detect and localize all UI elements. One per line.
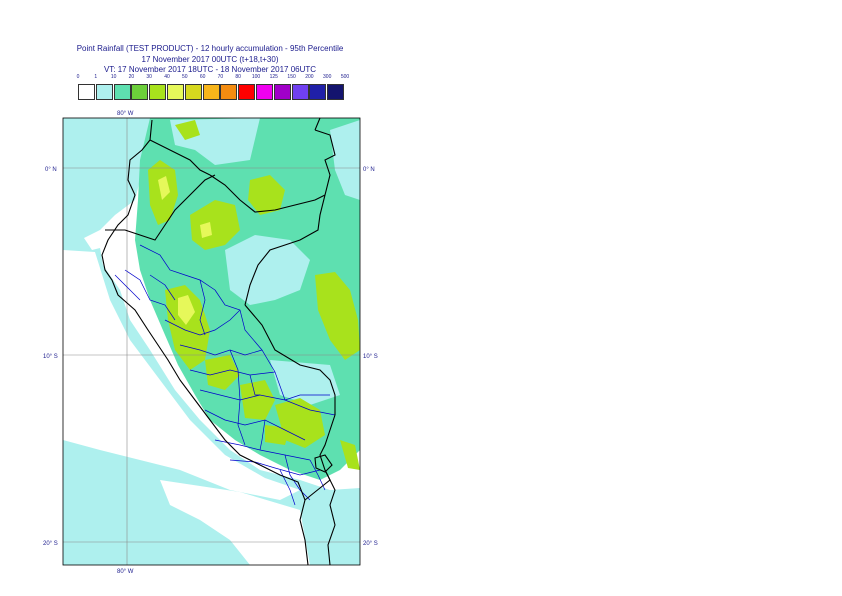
lat-label-right-10s: 10° S (363, 354, 378, 360)
lake-titicaca (314, 454, 333, 473)
legend-threshold-label: 80 (235, 74, 241, 80)
validity-time-label: VT: 17 November 2017 18UTC - 18 November… (103, 65, 317, 74)
heavy-rain-cell-8 (205, 355, 240, 390)
graticule (63, 118, 360, 565)
legend-swatch (291, 84, 309, 100)
legend-threshold-label: 30 (146, 74, 152, 80)
legend-threshold-label: 70 (217, 74, 224, 80)
land-light-area-4 (330, 120, 360, 200)
legend-swatch (256, 84, 273, 100)
legend-swatch (220, 84, 238, 100)
land-light-area-1 (225, 235, 310, 305)
legend-threshold-label: 500 (340, 74, 350, 80)
legend-threshold-label: 60 (199, 74, 206, 80)
border-peru-bolivia (304, 414, 336, 501)
legend-threshold-label: 200 (305, 74, 314, 80)
legend-threshold-label: 300 (323, 74, 332, 80)
lon-label-bottom: 80° W (117, 569, 134, 575)
coastline (101, 119, 309, 566)
legend-swatch (309, 84, 327, 100)
legend-swatch (95, 84, 113, 100)
lon-label-top: 80° W (117, 111, 134, 117)
lat-label-left-0n: 0° N (45, 167, 57, 173)
heavy-rain-cell-4 (165, 285, 210, 370)
land-light-area-2 (270, 360, 340, 405)
legend-threshold-label: 20 (128, 74, 135, 80)
heavy-rain-cell-3 (248, 175, 285, 215)
heavy-rain-cell-11 (265, 425, 290, 445)
legend-threshold-label: 125 (269, 74, 278, 80)
regional-borders (114, 244, 336, 506)
run-time-label: 17 November 2017 00UTC (t+18,t+30) (141, 55, 279, 64)
border-colombia-peru-brazil (209, 174, 326, 213)
heavy-rain-cell-10 (175, 120, 200, 140)
ocean-rain-patch-north (63, 118, 150, 245)
legend-swatch (78, 84, 95, 100)
ocean-dry-area (63, 250, 300, 500)
legend-swatch (238, 84, 256, 100)
legend-swatch (202, 84, 220, 100)
border-colombia-ecuador (149, 139, 211, 176)
border-north (314, 117, 321, 131)
map-frame (62, 117, 361, 566)
heavy-rain-cell-5 (315, 272, 360, 360)
heavy-rain-cell-9 (340, 440, 360, 470)
lat-label-right-20s: 20° S (363, 541, 378, 547)
legend-threshold-label: 40 (164, 74, 170, 80)
very-heavy-core-3 (200, 222, 212, 238)
border-bolivia-chile (324, 469, 336, 566)
legend-threshold-label: 150 (287, 74, 296, 80)
legend-swatch (273, 84, 291, 100)
very-heavy-core-1 (158, 176, 170, 200)
legend-threshold-label: 0 (76, 74, 80, 80)
lat-label-right-0n: 0° N (363, 167, 375, 173)
legend-threshold-label: 50 (182, 74, 188, 80)
legend-swatch (149, 84, 167, 100)
legend-threshold-label: 100 (251, 74, 261, 80)
border-ecuador-peru (105, 174, 216, 241)
legend-threshold-label: 10 (110, 74, 117, 80)
lat-label-left-10s: 10° S (43, 354, 58, 360)
very-heavy-core-2 (178, 295, 195, 325)
legend-swatch (167, 84, 184, 100)
country-borders (101, 117, 336, 566)
map-title: Point Rainfall (TEST PRODUCT) - 12 hourl… (76, 44, 344, 53)
border-venezuela (314, 129, 336, 196)
border-colombia-brazil (244, 194, 326, 306)
ocean-dry-area-2 (160, 480, 310, 565)
legend-swatch (184, 84, 202, 100)
legend-swatch (327, 84, 345, 100)
lat-label-left-20s: 20° S (43, 541, 58, 547)
heavy-rain-cell-6 (240, 380, 275, 420)
border-peru-brazil (244, 304, 336, 415)
legend-threshold-label: 1 (94, 74, 98, 80)
legend-swatch (131, 84, 149, 100)
legend-swatch (113, 84, 131, 100)
